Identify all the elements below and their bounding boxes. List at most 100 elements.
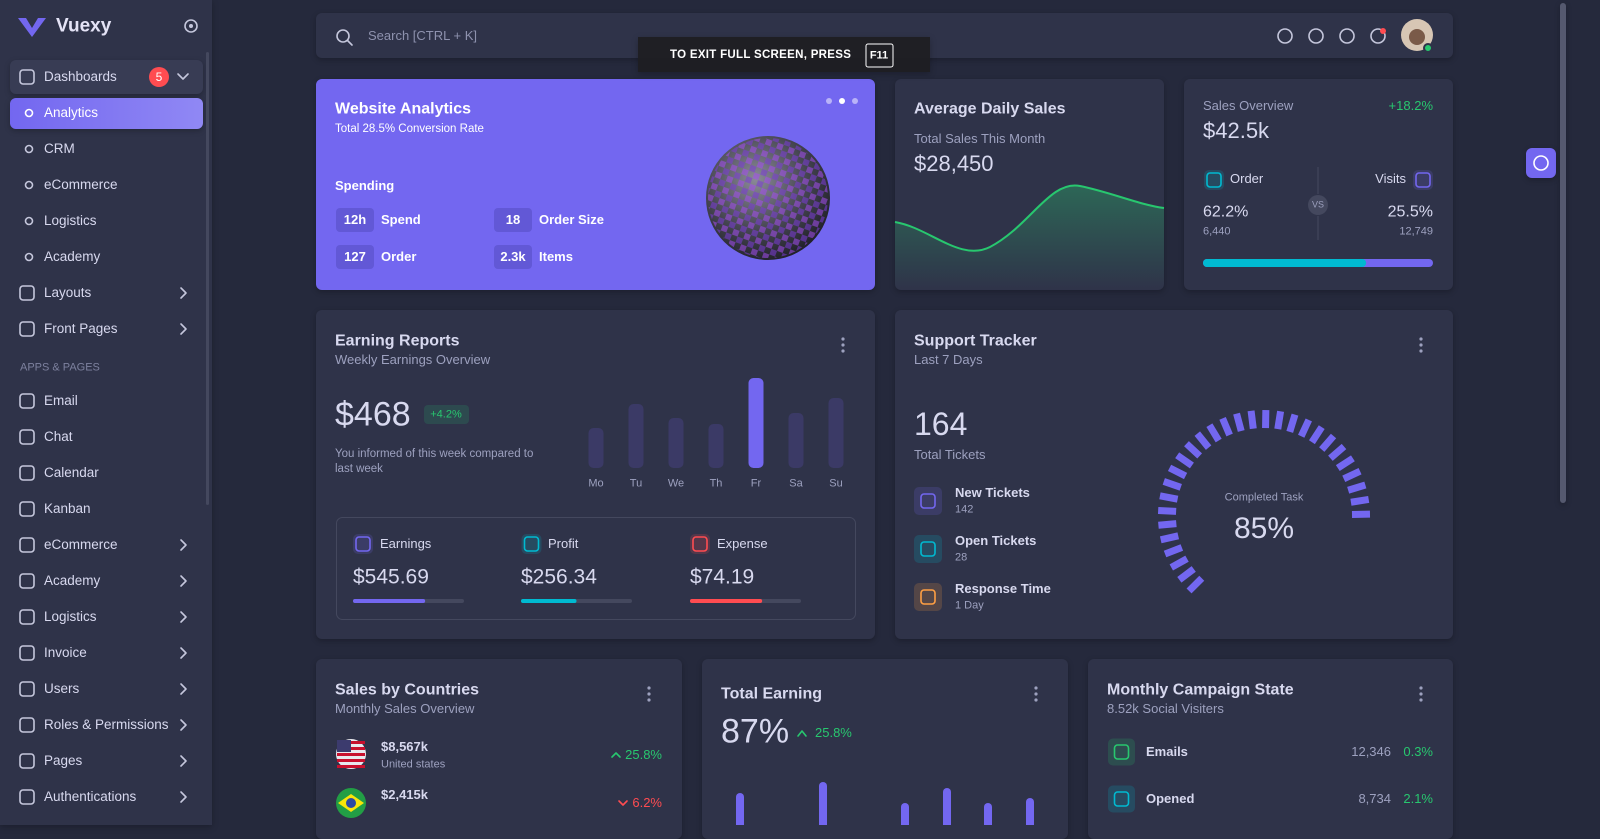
card-title: Support Tracker — [914, 331, 1037, 350]
menu-item: Calendar — [44, 465, 99, 481]
gauge-segment — [1164, 481, 1181, 487]
bar — [789, 413, 804, 468]
note: You informed of this week compared to la… — [335, 447, 535, 477]
card-title: Website Analytics — [335, 99, 471, 118]
progress — [353, 599, 425, 603]
chevron — [181, 720, 186, 730]
bar — [736, 793, 744, 825]
gauge-segment — [1348, 485, 1365, 490]
chip-label: Order — [381, 249, 416, 265]
label: New Tickets — [955, 485, 1030, 501]
gauge-segment — [1223, 418, 1230, 435]
x-tick-label: Su — [829, 477, 842, 490]
change: 0.3% — [1403, 744, 1433, 760]
card-title: Sales Overview — [1203, 98, 1293, 114]
bullet — [26, 146, 33, 153]
text: Vuexy — [56, 16, 111, 39]
bullet — [26, 182, 33, 189]
icon — [20, 574, 34, 588]
top-icon — [1278, 29, 1292, 43]
bullet — [26, 110, 33, 117]
chevron — [181, 756, 186, 766]
label: Emails — [1146, 744, 1188, 760]
kebab — [1419, 337, 1422, 340]
icon — [20, 682, 34, 696]
menu-item: Academy — [44, 249, 100, 265]
bullet — [26, 218, 33, 225]
value: $545.69 — [353, 564, 429, 589]
gauge-segment — [1322, 436, 1334, 450]
label: Visits — [1375, 171, 1406, 187]
section-title: Spending — [335, 178, 394, 194]
chip-label: Order Size — [539, 212, 604, 228]
chip-value: 18 — [506, 212, 520, 228]
chevron — [181, 684, 186, 694]
count: 12,749 — [1399, 225, 1433, 238]
menu-item: Roles & Permissions — [44, 717, 169, 733]
kebab — [1419, 343, 1422, 346]
bar — [749, 378, 764, 468]
bar — [669, 418, 684, 468]
percent: 25.5% — [1388, 202, 1433, 221]
bar — [589, 428, 604, 468]
flag-canton — [337, 740, 351, 752]
value: $74.19 — [690, 564, 754, 589]
gauge-segment — [1177, 455, 1192, 465]
flag-stripe — [337, 765, 365, 768]
notice-key: F11 — [870, 49, 888, 62]
kebab — [1419, 698, 1422, 701]
sidebar-scroll — [206, 52, 209, 505]
value: 142 — [955, 503, 973, 516]
label: Earnings — [380, 536, 431, 552]
card-title: Average Daily Sales — [914, 99, 1066, 118]
gauge-segment — [1301, 420, 1309, 436]
progress — [690, 599, 762, 603]
gauge-segment — [1197, 434, 1208, 448]
gauge-segment — [1179, 569, 1193, 580]
gauge-label: Completed Task — [1225, 491, 1304, 504]
search-icon — [348, 41, 353, 46]
gauge-segment — [1351, 499, 1369, 502]
gauge-segment — [1330, 446, 1344, 458]
menu-item: Front Pages — [44, 321, 118, 337]
gauge-segment — [1209, 425, 1218, 440]
card-subtitle: Weekly Earnings Overview — [335, 352, 490, 368]
sphere-pixels — [708, 138, 828, 258]
value: $2,415k — [381, 787, 428, 803]
notify-dot — [1380, 28, 1386, 34]
menu-item: Logistics — [44, 213, 97, 229]
icon — [20, 466, 34, 480]
kebab — [1419, 349, 1422, 352]
gauge-segment — [1161, 536, 1179, 540]
trend-arrow — [619, 801, 627, 805]
card-value: 164 — [914, 405, 967, 443]
chip-value: 12h — [344, 212, 366, 228]
chip-value: 127 — [344, 249, 366, 265]
menu-item: Authentications — [44, 789, 136, 805]
change: 2.1% — [1403, 791, 1433, 807]
icon — [20, 394, 34, 408]
notice-text: TO EXIT FULL SCREEN, PRESS — [670, 49, 851, 63]
kebab — [647, 686, 650, 689]
logo — [18, 18, 46, 37]
search-input[interactable]: Search [CTRL + K] — [368, 28, 477, 44]
icon — [20, 286, 34, 300]
kebab — [647, 698, 650, 701]
card-subtitle: Monthly Sales Overview — [335, 701, 474, 717]
label: Expense — [717, 536, 768, 552]
card-title: Earning Reports — [335, 331, 459, 350]
change: +4.2% — [430, 408, 462, 421]
card-title: Monthly Campaign State — [1107, 680, 1294, 699]
icon — [20, 754, 34, 768]
menu-item: eCommerce — [44, 177, 118, 193]
avatar-face — [1409, 29, 1425, 45]
menu-item: Layouts — [44, 285, 91, 301]
value: 8,734 — [1358, 791, 1391, 807]
icon — [20, 790, 34, 804]
gauge-segment — [1171, 559, 1187, 568]
bar — [629, 404, 644, 468]
gauge-segment — [1278, 411, 1281, 429]
gauge-segment — [1237, 414, 1242, 431]
flag-stripe — [337, 753, 365, 756]
